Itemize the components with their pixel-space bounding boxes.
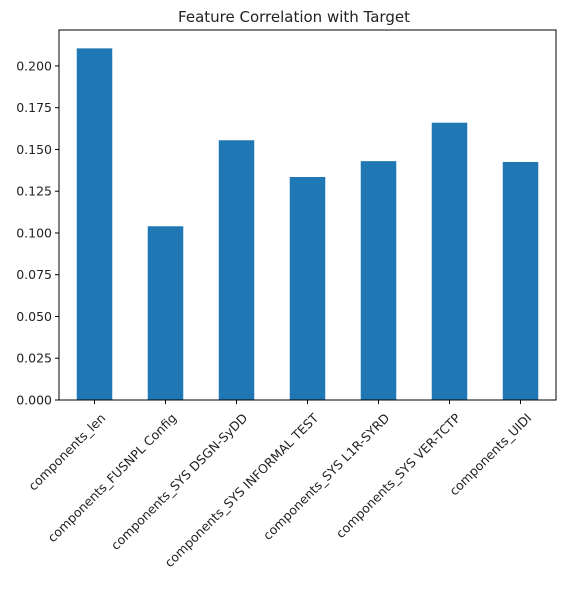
bar-2 <box>147 226 184 400</box>
y-tick-label: 0.200 <box>16 58 52 73</box>
bar-4 <box>289 176 326 400</box>
bar-1 <box>76 48 113 400</box>
y-tick-label: 0.025 <box>16 351 52 366</box>
x-tick-label: components_SYS INFORMAL TEST <box>162 410 322 570</box>
y-tick-label: 0.175 <box>16 100 52 115</box>
x-tick-label: components_len <box>25 410 108 493</box>
y-tick-label: 0.050 <box>16 309 52 324</box>
chart-title: Feature Correlation with Target <box>178 8 410 26</box>
bar-7 <box>502 161 539 400</box>
y-axis: 0.000 0.025 0.050 0.075 0.100 0.125 0.150 0.175… <box>16 58 59 408</box>
x-tick-label: components_FUSNPL Config <box>45 410 180 545</box>
y-tick-label: 0.075 <box>16 267 52 282</box>
x-tick-label: components_SYS L1R-SYRD <box>260 410 393 543</box>
bars-group <box>76 48 539 401</box>
bar-3 <box>218 140 255 401</box>
y-tick-label: 0.150 <box>16 142 52 157</box>
x-tick-label: components_SYS VER-TCTP <box>333 410 464 541</box>
bar-5 <box>360 161 397 400</box>
y-tick-label: 0.125 <box>16 184 52 199</box>
plot-frame <box>58 29 557 401</box>
x-tick-label: components_SYS DSGN-SyDD <box>108 410 251 553</box>
bar-6 <box>431 122 468 400</box>
y-tick-label: 0.000 <box>16 393 52 408</box>
y-tick-label: 0.100 <box>16 225 52 240</box>
